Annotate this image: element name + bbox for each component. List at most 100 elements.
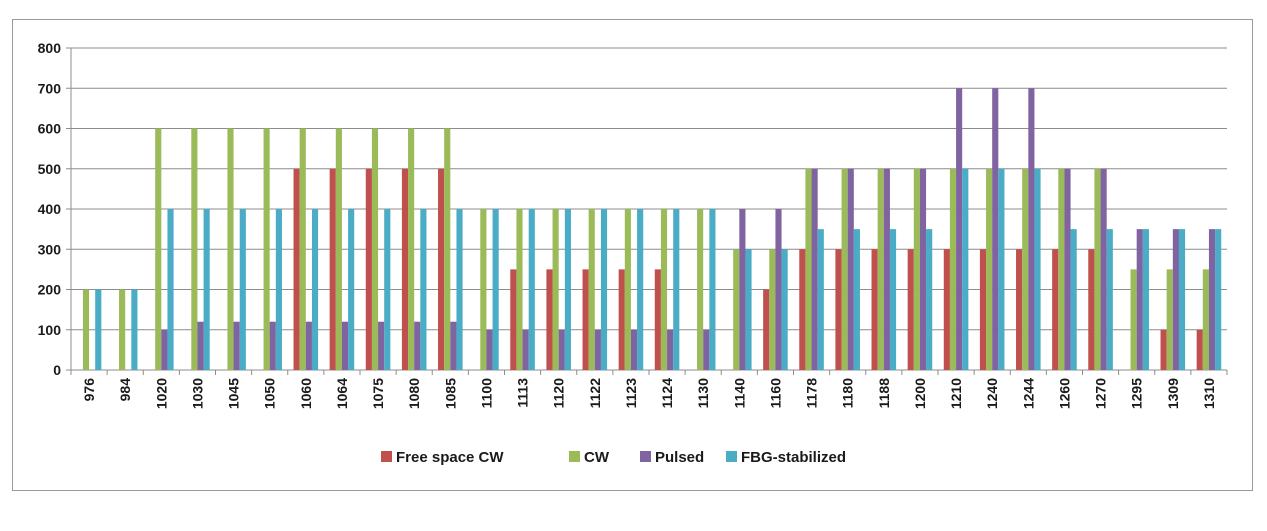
x-tick-label: 976 (81, 378, 97, 402)
x-tick-label: 1260 (1056, 378, 1072, 409)
bar-fbg-stabilized (1215, 229, 1222, 370)
bar-cw (805, 168, 812, 370)
bar-fbg-stabilized (817, 229, 824, 370)
bar-cw (624, 209, 631, 370)
x-tick-label: 1244 (1020, 378, 1036, 409)
bar-pulsed (956, 88, 963, 370)
bar-fbg-stabilized (311, 209, 319, 370)
bar-cw (841, 168, 848, 370)
x-tick-label: 984 (117, 378, 133, 402)
bar-pulsed (594, 329, 601, 370)
y-tick-label: 600 (38, 121, 62, 137)
y-tick-label: 200 (38, 282, 62, 298)
bar-cw (480, 209, 487, 370)
bar-fbg-stabilized (637, 209, 644, 370)
x-tick-label: 1210 (948, 378, 964, 409)
bar-fbg-stabilized (348, 209, 355, 370)
bar-cw (155, 128, 162, 370)
x-tick-label: 1240 (984, 378, 1000, 409)
bar-pulsed (1136, 229, 1143, 370)
bar-free-space-cw (438, 168, 445, 370)
bar-fbg-stabilized (1034, 168, 1041, 370)
x-tick-label: 1123 (623, 378, 639, 409)
x-tick-label: 1140 (731, 378, 747, 409)
bar-fbg-stabilized (889, 229, 897, 370)
bar-fbg-stabilized (745, 249, 752, 370)
bar-fbg-stabilized (492, 209, 499, 370)
x-tick-label: 1130 (695, 378, 711, 409)
bar-free-space-cw (763, 289, 770, 370)
bar-fbg-stabilized (926, 229, 933, 370)
bar-cw (263, 128, 270, 370)
x-tick-label: 1080 (406, 378, 422, 409)
x-tick-label: 1075 (370, 378, 386, 409)
bar-cw (986, 168, 993, 370)
bar-chart: 0 100 200 300 400 500 600 700 800 976 984 1020 1030 1… (38, 40, 1228, 466)
bar-free-space-cw (943, 249, 950, 370)
bar-pulsed (341, 321, 349, 370)
bar-fbg-stabilized (781, 249, 788, 370)
x-tick-label: 1178 (804, 378, 820, 409)
legend-swatch (569, 451, 580, 462)
bar-cw (227, 128, 234, 370)
bar-cw (1058, 168, 1065, 370)
bar-pulsed (1028, 88, 1035, 370)
y-tick-label: 500 (38, 161, 62, 177)
bar-pulsed (522, 329, 529, 370)
bar-free-space-cw (1196, 329, 1203, 370)
bar-cw (769, 249, 776, 370)
x-tick-label: 1310 (1201, 378, 1217, 409)
bar-fbg-stabilized (673, 209, 680, 370)
y-tick-label: 700 (38, 80, 62, 96)
bar-free-space-cw (293, 168, 300, 370)
legend-swatch (640, 451, 651, 462)
bar-free-space-cw (618, 269, 625, 370)
legend-swatch (381, 451, 392, 462)
bar-cw (697, 209, 704, 370)
bar-pulsed (1172, 229, 1179, 370)
bar-pulsed (269, 321, 276, 370)
bar-cw (335, 128, 342, 370)
bar-pulsed (811, 168, 818, 370)
bar-cw (444, 128, 451, 370)
bar-cw (877, 168, 884, 370)
bar-fbg-stabilized (853, 229, 860, 370)
bar-cw (660, 209, 668, 370)
bar-cw (408, 128, 415, 370)
x-tick-label: 1050 (262, 378, 278, 409)
bar-pulsed (486, 329, 493, 370)
bar-free-space-cw (871, 249, 878, 370)
bar-pulsed (1100, 168, 1107, 370)
y-tick-label: 400 (38, 201, 62, 217)
bar-free-space-cw (510, 269, 517, 370)
bar-fbg-stabilized (95, 289, 102, 370)
bar-free-space-cw (1160, 329, 1167, 370)
x-tick-label: 1120 (551, 378, 567, 409)
bar-pulsed (775, 209, 782, 370)
x-tick-label: 1060 (298, 378, 314, 409)
legend-label: CW (584, 449, 610, 466)
x-tick-label: 1030 (189, 378, 205, 409)
bar-cw (1022, 168, 1029, 370)
x-tick-label: 1188 (876, 378, 892, 409)
bar-free-space-cw (329, 168, 336, 370)
bar-cw (913, 168, 920, 370)
bar-cw (371, 128, 379, 370)
bar-pulsed (305, 321, 312, 370)
bar-cw (949, 168, 957, 370)
x-tick-label: 1064 (334, 378, 350, 409)
legend-label: Pulsed (655, 449, 704, 466)
x-tick-label: 1124 (659, 378, 675, 409)
bar-cw (119, 289, 126, 370)
bar-pulsed (558, 329, 565, 370)
bar-fbg-stabilized (998, 168, 1005, 370)
y-tick-label: 0 (53, 362, 61, 378)
bar-fbg-stabilized (167, 209, 174, 370)
x-tick-label: 1180 (840, 378, 856, 409)
bar-fbg-stabilized (1070, 229, 1077, 370)
legend-label: Free space CW (396, 449, 504, 466)
x-tick-label: 1200 (912, 378, 928, 409)
bar-fbg-stabilized (1142, 229, 1149, 370)
legend-swatch (726, 451, 737, 462)
bar-cw (1094, 168, 1101, 370)
